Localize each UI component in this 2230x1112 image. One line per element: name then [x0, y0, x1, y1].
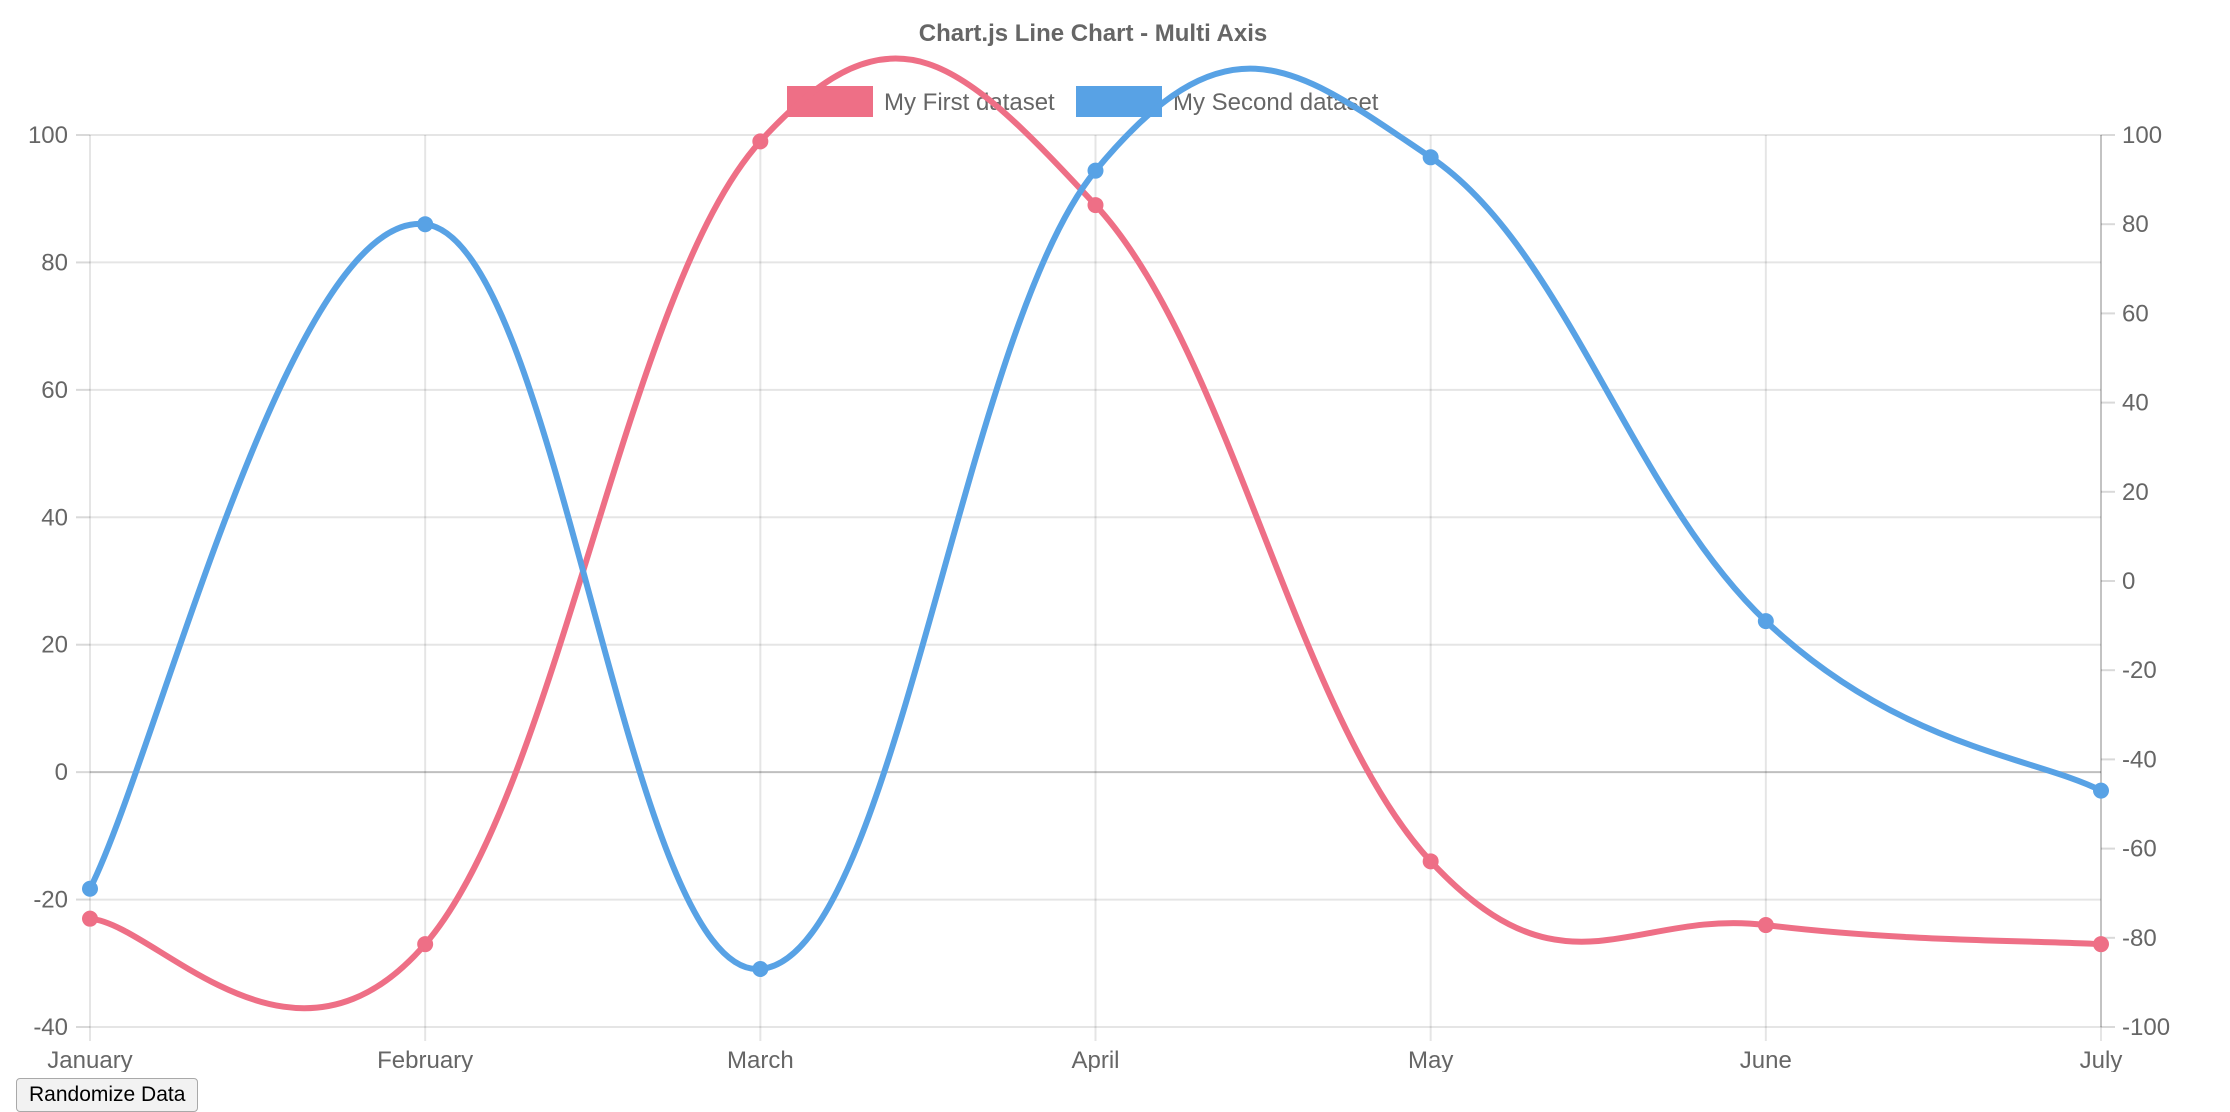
y-right-tick-label: -60 — [2122, 836, 2157, 863]
data-point-series-2[interactable] — [1087, 162, 1104, 179]
y-right-tick-label: 0 — [2122, 568, 2135, 595]
legend-label-1[interactable]: My First dataset — [884, 89, 1055, 116]
y-right-tick-label: 40 — [2122, 390, 2149, 417]
y-left-tick-label: 100 — [28, 122, 68, 149]
y-right-tick-label: 60 — [2122, 300, 2149, 327]
data-point-series-1[interactable] — [1422, 853, 1439, 870]
y-right-tick-label: 100 — [2122, 122, 2162, 149]
y-left-tick-label: 60 — [41, 377, 68, 404]
x-tick-label: June — [1740, 1047, 1792, 1072]
y-left-tick-label: 40 — [41, 504, 68, 531]
series-points — [82, 133, 2109, 978]
x-tick-label: February — [377, 1047, 473, 1072]
data-point-series-2[interactable] — [82, 880, 98, 897]
grid — [89, 134, 2102, 1041]
data-point-series-1[interactable] — [82, 910, 98, 927]
y-left-tick-label: -40 — [33, 1014, 68, 1041]
series-line-2 — [87, 65, 2104, 973]
y-right-tick-label: 80 — [2122, 211, 2149, 238]
data-point-series-1[interactable] — [1087, 197, 1104, 214]
chart-title: Chart.js Line Chart - Multi Axis — [919, 20, 1267, 47]
y-right-tick-label: -20 — [2122, 657, 2157, 684]
y-right-tick-label: -100 — [2122, 1014, 2170, 1041]
data-point-series-2[interactable] — [1422, 149, 1439, 166]
x-tick-label: January — [47, 1047, 132, 1072]
data-point-series-2[interactable] — [2093, 782, 2109, 799]
data-point-series-1[interactable] — [2093, 936, 2109, 953]
data-point-series-1[interactable] — [417, 936, 434, 953]
y-right-tick-label: -40 — [2122, 746, 2157, 773]
line-chart: Chart.js Line Chart - Multi Axis My Firs… — [28, 20, 2170, 1072]
data-point-series-2[interactable] — [752, 961, 769, 978]
randomize-data-button[interactable]: Randomize Data — [16, 1078, 199, 1112]
x-tick-label: May — [1408, 1047, 1453, 1072]
y-right-tick-label: -80 — [2122, 925, 2157, 952]
x-tick-label: July — [2080, 1047, 2123, 1072]
y-left-tick-label: 0 — [55, 759, 68, 786]
y-left-tick-label: 80 — [41, 249, 68, 276]
legend: My First dataset My Second dataset — [787, 86, 1379, 117]
x-tick-label: April — [1071, 1047, 1119, 1072]
data-point-series-2[interactable] — [417, 216, 434, 233]
axes: 100 80 60 40 20 0 -20 -40 January February March Ap… — [28, 122, 2170, 1072]
data-point-series-2[interactable] — [1757, 613, 1774, 630]
y-right-tick-label: 20 — [2122, 479, 2149, 506]
y-left-tick-label: 20 — [41, 632, 68, 659]
data-point-series-1[interactable] — [1757, 917, 1774, 934]
y-left-tick-label: -20 — [33, 887, 68, 914]
x-tick-label: March — [727, 1047, 794, 1072]
data-point-series-1[interactable] — [752, 133, 769, 150]
